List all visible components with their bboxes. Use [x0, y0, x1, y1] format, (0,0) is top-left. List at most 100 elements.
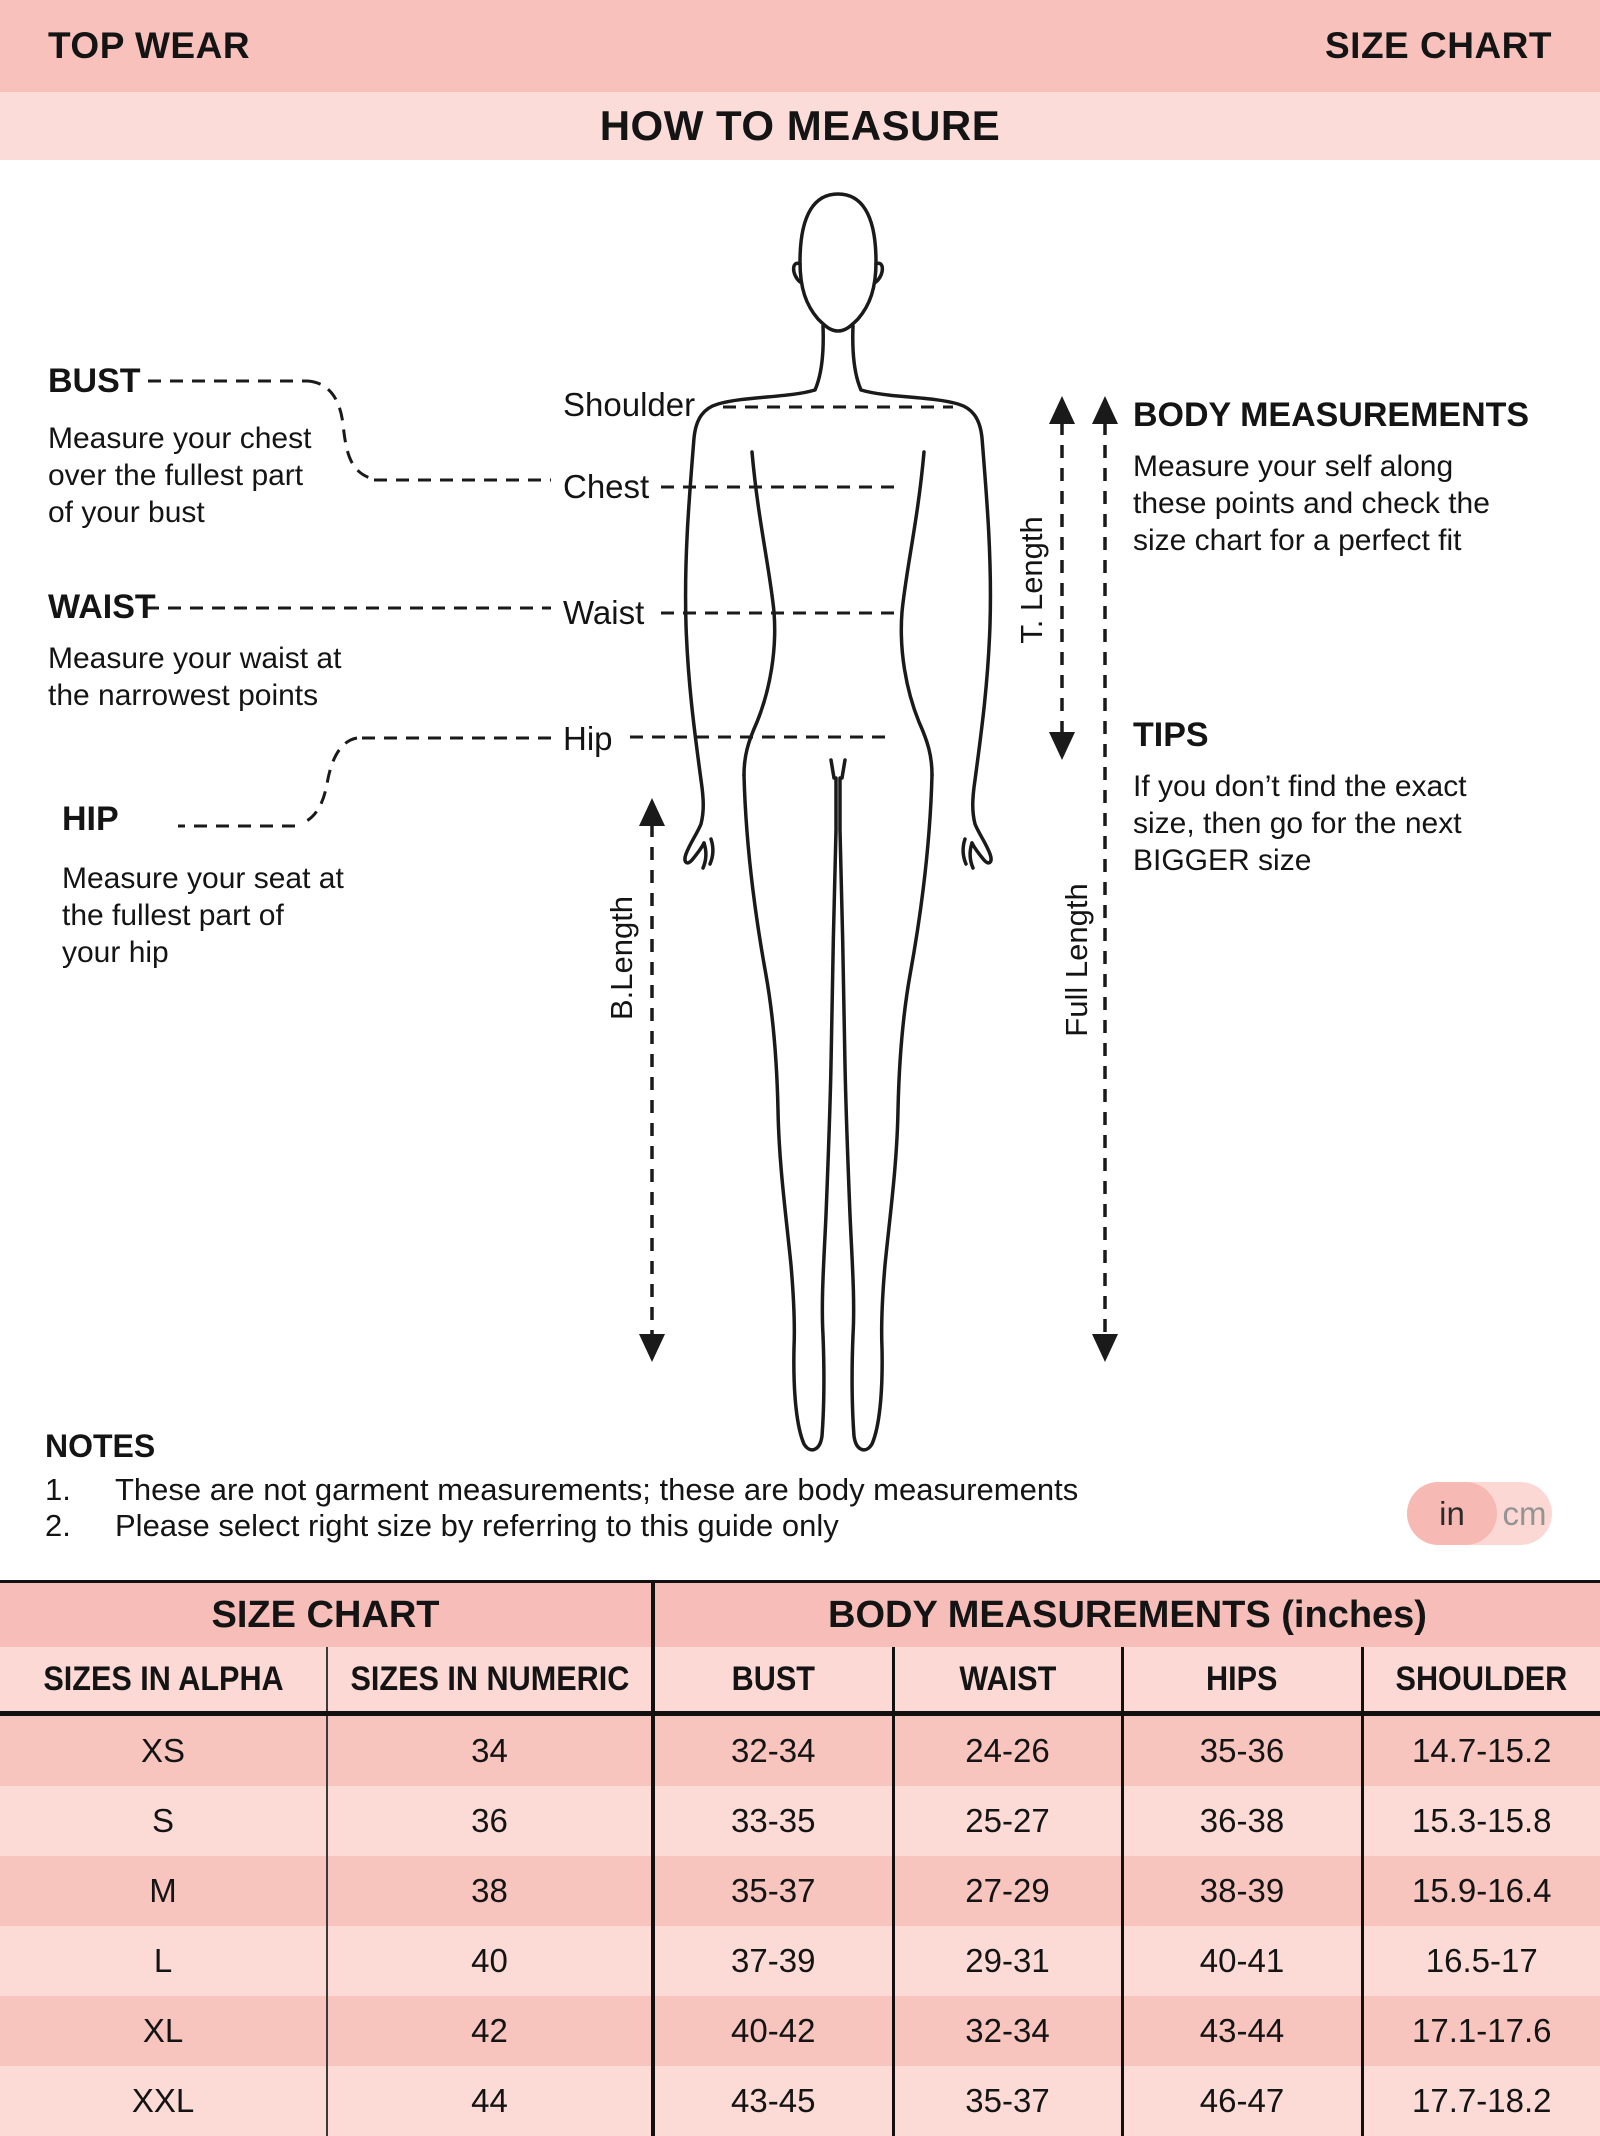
cell-size-numeric: 40 [326, 1926, 653, 1996]
column-header-bust: BUST [651, 1647, 893, 1716]
right-ear [874, 261, 885, 284]
cell-size-numeric: 42 [326, 1996, 653, 2066]
page-title: SIZE CHART [1325, 25, 1552, 66]
hip-label: Hip [563, 720, 613, 757]
bust-heading: BUST [48, 362, 141, 400]
cell-hips: 46-47 [1120, 2066, 1362, 2136]
hip-instructions: Measure your seat at the fullest part of… [62, 862, 344, 969]
cell-hips: 38-39 [1120, 1856, 1362, 1926]
table-row-l: L 40 37-39 29-31 40-41 16.5-17 [0, 1926, 1600, 1996]
body-measurements-text: Measure your self along these points and… [1133, 450, 1490, 557]
table-row-xs: XS 34 32-34 24-26 35-36 14.7-15.2 [0, 1713, 1600, 1786]
hip-heading: HIP [62, 800, 119, 838]
cell-shoulder: 17.1-17.6 [1360, 1996, 1600, 2066]
cell-hips: 35-36 [1120, 1713, 1362, 1786]
note-number: 2. [45, 1508, 71, 1543]
shoulder-label: Shoulder [563, 386, 696, 423]
note-text: These are not garment measurements; thes… [115, 1472, 1079, 1507]
table-group-header-row: SIZE CHART BODY MEASUREMENTS (inches) [0, 1580, 1600, 1647]
column-header-sizes-numeric: SIZES IN NUMERIC [326, 1647, 653, 1716]
group-header-size-chart: SIZE CHART [0, 1580, 653, 1647]
unit-toggle[interactable]: in cm [1407, 1482, 1552, 1545]
unit-toggle-inches[interactable]: in [1407, 1482, 1497, 1545]
waist-label: Waist [563, 594, 645, 631]
column-header-sizes-alpha: SIZES IN ALPHA [0, 1647, 327, 1716]
cell-size-numeric: 34 [326, 1713, 653, 1786]
cell-bust: 32-34 [651, 1713, 893, 1786]
cell-hips: 43-44 [1120, 1996, 1362, 2066]
cell-waist: 29-31 [891, 1926, 1122, 1996]
table-row-m: M 38 35-37 27-29 38-39 15.9-16.4 [0, 1856, 1600, 1926]
cell-bust: 35-37 [651, 1856, 893, 1926]
cell-hips: 36-38 [1120, 1786, 1362, 1856]
cell-waist: 25-27 [891, 1786, 1122, 1856]
cell-shoulder: 17.7-18.2 [1360, 2066, 1600, 2136]
b-length-arrowhead-bottom [639, 1334, 665, 1362]
right-hand-finger [968, 841, 975, 870]
notes-heading: NOTES [45, 1428, 156, 1464]
tips-heading: TIPS [1133, 716, 1209, 754]
table-column-header-row: SIZES IN ALPHA SIZES IN NUMERIC BUST WAI… [0, 1647, 1600, 1716]
right-torso-side [899, 450, 934, 777]
note-text: Please select right size by referring to… [115, 1508, 839, 1543]
bust-connector [148, 379, 551, 482]
cell-waist: 27-29 [891, 1856, 1122, 1926]
bust-instructions: Measure your chest over the fullest part… [48, 422, 312, 529]
column-header-shoulder: SHOULDER [1360, 1647, 1600, 1716]
right-neck-shoulder-arm [851, 324, 993, 865]
table-row-xl: XL 42 40-42 32-34 43-44 17.1-17.6 [0, 1996, 1600, 2066]
cell-bust: 33-35 [651, 1786, 893, 1856]
category-title: TOP WEAR [48, 25, 251, 66]
cell-shoulder: 15.9-16.4 [1360, 1856, 1600, 1926]
cell-shoulder: 16.5-17 [1360, 1926, 1600, 1996]
size-chart-table: SIZE CHART BODY MEASUREMENTS (inches) SI… [0, 1580, 1600, 2136]
t-length-arrowhead-bottom [1049, 732, 1075, 760]
crotch-notch [829, 758, 847, 780]
note-item-2: 2. Please select right size by referring… [45, 1508, 839, 1544]
cell-hips: 40-41 [1120, 1926, 1362, 1996]
left-neck-shoulder-arm [683, 324, 825, 865]
cell-size-alpha: S [0, 1786, 327, 1856]
column-header-waist: WAIST [891, 1647, 1122, 1716]
note-number: 1. [45, 1472, 71, 1507]
right-hand-finger [961, 837, 968, 866]
t-length-arrowhead-top [1049, 396, 1075, 424]
tips-text: If you don’t find the exact size, then g… [1133, 770, 1467, 877]
cell-shoulder: 15.3-15.8 [1360, 1786, 1600, 1856]
cell-size-alpha: XL [0, 1996, 327, 2066]
right-leg [838, 773, 934, 1452]
waist-instructions: Measure your waist at the narrowest poin… [48, 642, 342, 712]
table-row-s: S 36 33-35 25-27 36-38 15.3-15.8 [0, 1786, 1600, 1856]
column-header-hips: HIPS [1120, 1647, 1362, 1716]
cell-size-numeric: 36 [326, 1786, 653, 1856]
waist-heading: WAIST [48, 588, 156, 626]
left-hand-finger [708, 837, 715, 866]
cell-size-numeric: 44 [326, 2066, 653, 2136]
body-figure-illustration [146, 192, 1118, 1452]
cell-waist: 32-34 [891, 1996, 1122, 2066]
full-length-arrowhead-bottom [1092, 1334, 1118, 1362]
group-header-body-measurements: BODY MEASUREMENTS (inches) [651, 1580, 1600, 1647]
left-torso-side [742, 450, 777, 777]
left-ear [791, 261, 802, 284]
cell-bust: 40-42 [651, 1996, 893, 2066]
t-length-label: T. Length [1014, 516, 1049, 644]
body-measurements-heading: BODY MEASUREMENTS [1133, 396, 1530, 434]
b-length-arrowhead-top [639, 798, 665, 826]
full-length-arrowhead-top [1092, 396, 1118, 424]
hip-connector [178, 736, 551, 828]
unit-toggle-centimeters[interactable]: cm [1502, 1494, 1547, 1532]
cell-size-alpha: XXL [0, 2066, 327, 2136]
cell-bust: 37-39 [651, 1926, 893, 1996]
cell-size-numeric: 38 [326, 1856, 653, 1926]
how-to-measure-bar: HOW TO MEASURE [0, 92, 1600, 160]
left-hand-finger [701, 841, 708, 870]
top-bar: TOP WEAR SIZE CHART [0, 0, 1600, 92]
chest-label: Chest [563, 468, 650, 505]
note-item-1: 1. These are not garment measurements; t… [45, 1472, 1078, 1508]
cell-size-alpha: XS [0, 1713, 327, 1786]
section-title: HOW TO MEASURE [599, 102, 1001, 149]
cell-waist: 24-26 [891, 1713, 1122, 1786]
b-length-label: B.Length [604, 895, 639, 1021]
